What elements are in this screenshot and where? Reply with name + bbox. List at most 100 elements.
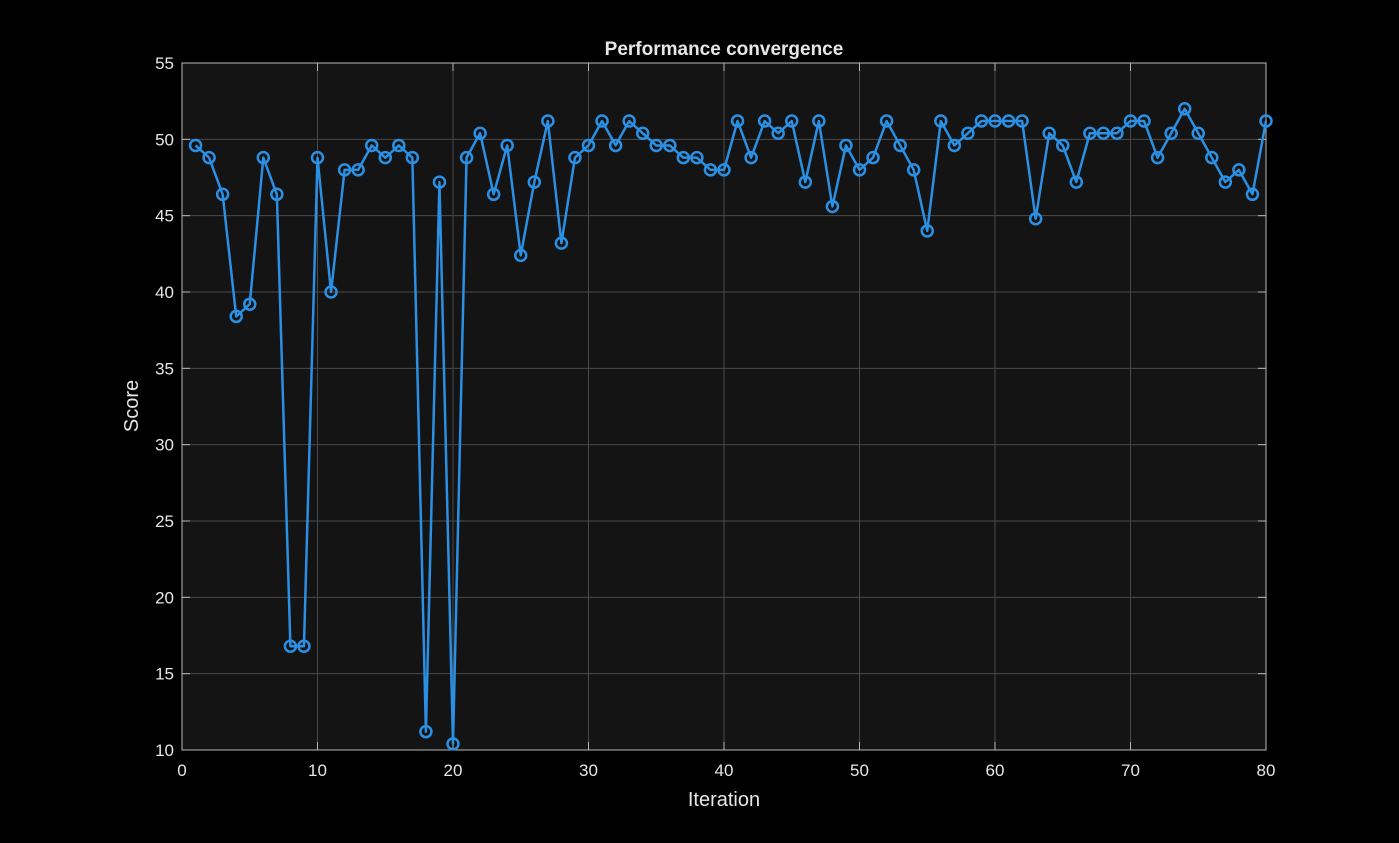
grid-lines — [182, 63, 1266, 750]
data-point-marker — [866, 150, 880, 165]
data-point-marker — [1001, 114, 1016, 128]
y-tick-label: 20 — [155, 588, 174, 607]
data-point-marker — [446, 737, 460, 751]
data-point-marker — [1056, 138, 1070, 153]
data-point-marker — [757, 114, 772, 128]
data-point-marker — [378, 150, 392, 165]
data-point-marker — [1015, 114, 1029, 128]
data-point-marker — [622, 114, 636, 128]
data-point-marker — [690, 150, 704, 165]
data-point-marker — [839, 138, 853, 153]
data-point-marker — [243, 297, 257, 311]
data-point-marker — [988, 114, 1002, 128]
data-point-marker — [500, 138, 514, 153]
x-axis-label: Iteration — [688, 789, 760, 811]
chart-title: Performance convergence — [605, 39, 844, 60]
series-line — [194, 107, 1268, 746]
data-point-marker — [364, 138, 379, 153]
y-tick-label: 45 — [155, 207, 174, 226]
y-tick-label: 10 — [155, 741, 174, 760]
data-point-marker — [1096, 126, 1111, 140]
y-tick-label: 30 — [155, 436, 174, 455]
x-tick-label: 0 — [177, 761, 186, 780]
data-point-marker — [663, 138, 677, 153]
data-point-marker — [351, 163, 365, 177]
data-point-marker — [934, 114, 948, 128]
data-series — [188, 102, 1273, 751]
data-point-marker — [1042, 126, 1056, 140]
y-tick-label: 50 — [155, 130, 174, 149]
data-point-marker — [405, 150, 420, 165]
data-point-marker — [1137, 114, 1151, 128]
data-point-marker — [229, 309, 243, 324]
x-tick-label: 10 — [308, 761, 327, 780]
data-point-marker — [432, 175, 447, 189]
data-point-marker — [1205, 150, 1219, 165]
data-point-marker — [1232, 163, 1246, 177]
data-point-marker — [785, 114, 799, 128]
x-tick-label: 20 — [444, 761, 463, 780]
y-tick-label: 35 — [155, 359, 174, 378]
data-point-marker — [1028, 211, 1043, 226]
x-tick-label: 70 — [1121, 761, 1140, 780]
data-point-marker — [1083, 126, 1097, 140]
y-tick-label: 15 — [155, 665, 174, 684]
y-axis-label: Score — [121, 380, 143, 432]
data-point-marker — [703, 163, 718, 177]
data-point-marker — [459, 150, 474, 165]
data-point-marker — [1110, 126, 1124, 140]
data-point-marker — [717, 163, 731, 177]
data-point-marker — [541, 114, 555, 128]
data-point-marker — [947, 138, 962, 153]
data-point-marker — [649, 138, 663, 153]
data-point-marker — [337, 163, 352, 177]
data-point-marker — [798, 175, 813, 189]
data-point-marker — [852, 163, 867, 177]
data-point-marker — [961, 126, 975, 140]
data-point-marker — [486, 187, 501, 202]
data-point-marker — [1177, 102, 1192, 116]
data-point-marker — [283, 639, 298, 653]
data-point-marker — [554, 236, 569, 250]
data-point-marker — [324, 285, 338, 299]
data-point-marker — [879, 114, 894, 128]
data-point-marker — [202, 150, 216, 165]
data-point-marker — [744, 150, 758, 165]
y-tick-label: 25 — [155, 512, 174, 531]
data-point-marker — [1245, 187, 1260, 202]
data-point-marker — [812, 114, 826, 128]
data-point-marker — [473, 126, 487, 140]
data-point-marker — [1164, 126, 1178, 140]
data-point-marker — [1218, 175, 1233, 189]
axis-box — [181, 62, 1267, 751]
data-point-marker — [635, 126, 650, 140]
data-point-marker — [297, 639, 311, 653]
data-point-marker — [270, 187, 284, 202]
x-tick-label: 60 — [986, 761, 1005, 780]
x-tick-label: 50 — [850, 761, 869, 780]
data-point-marker — [392, 138, 406, 153]
data-point-marker — [771, 126, 785, 140]
data-point-marker — [608, 138, 623, 153]
data-point-marker — [920, 224, 934, 238]
data-point-marker — [310, 150, 325, 165]
x-tick-label: 80 — [1257, 761, 1276, 780]
data-point-marker — [676, 150, 691, 165]
data-point-marker — [256, 150, 271, 165]
data-point-marker — [1259, 114, 1273, 128]
data-point-marker — [730, 114, 745, 128]
data-point-marker — [974, 114, 989, 128]
data-point-marker — [188, 138, 203, 153]
data-point-marker — [1123, 114, 1138, 128]
data-point-marker — [527, 175, 542, 189]
data-point-marker — [595, 114, 609, 128]
data-point-marker — [514, 248, 528, 263]
data-point-marker — [568, 150, 582, 165]
data-point-marker — [906, 163, 921, 177]
y-tick-label: 40 — [155, 283, 174, 302]
data-point-marker — [825, 199, 840, 214]
data-point-marker — [1069, 175, 1084, 189]
data-point-marker — [581, 138, 596, 153]
x-tick-label: 30 — [579, 761, 598, 780]
